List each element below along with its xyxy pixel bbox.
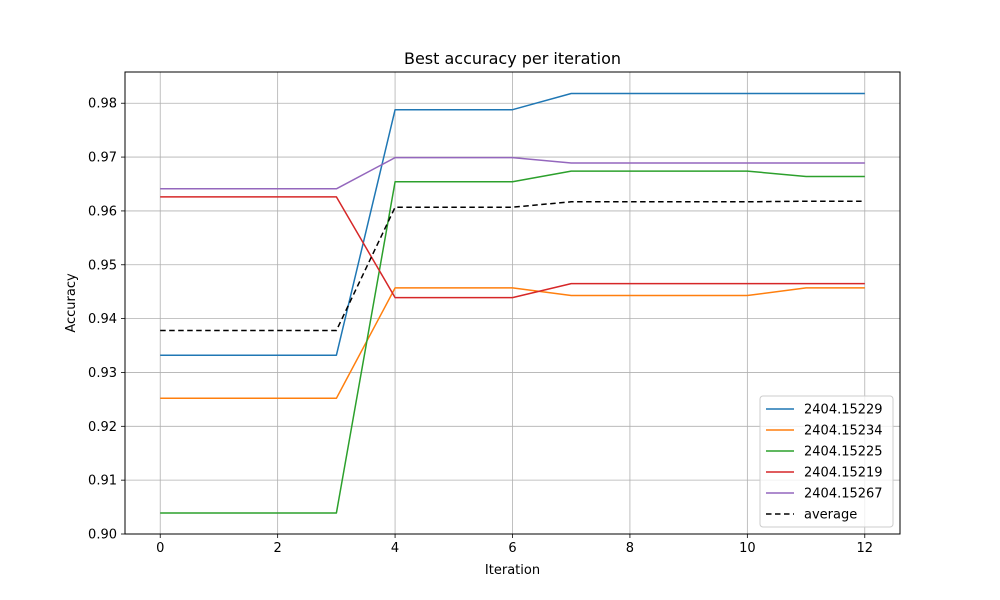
- y-tick-label: 0.97: [88, 151, 117, 166]
- x-tick-label: 2: [274, 541, 282, 556]
- series-line-2404-15229: [160, 92, 865, 356]
- y-tick-label: 0.98: [88, 97, 117, 112]
- y-tick-label: 0.95: [88, 258, 117, 273]
- x-tick-label: 10: [739, 541, 756, 556]
- y-tick-label: 0.94: [88, 312, 117, 327]
- series-line-2404-15225: [160, 170, 865, 514]
- y-tick-label: 0.96: [88, 204, 117, 219]
- y-axis-label: Accuracy: [64, 273, 79, 333]
- legend-label: 2404.15234: [804, 424, 883, 439]
- axis-ticks: 0 2 4 6 8 10 12 0.90 0.91 0.92 0.93 0.94 0.95 0.96 0.9…: [88, 97, 873, 556]
- x-axis-label: Iteration: [485, 563, 540, 578]
- series-line-2404-15219: [160, 196, 865, 299]
- legend-label: 2404.15225: [804, 445, 883, 460]
- series-lines: [160, 92, 865, 514]
- legend-frame: [759, 395, 894, 528]
- series-line-2404-15267: [160, 156, 865, 190]
- y-tick-label: 0.90: [88, 528, 117, 543]
- y-tick-label: 0.92: [88, 420, 117, 435]
- x-tick-label: 0: [156, 541, 164, 556]
- x-tick-label: 6: [508, 541, 516, 556]
- chart-title: Best accuracy per iteration: [404, 49, 621, 68]
- legend-label: 2404.15219: [804, 466, 883, 481]
- series-line-2404-15234: [160, 287, 865, 400]
- legend-label: 2404.15229: [804, 403, 883, 418]
- y-tick-label: 0.93: [88, 366, 117, 381]
- series-line-average: [160, 200, 865, 332]
- x-tick-label: 12: [856, 541, 873, 556]
- legend-label: average: [804, 508, 857, 523]
- x-tick-label: 8: [626, 541, 634, 556]
- legend: 2404.15229 2404.15234 2404.15225 2404.15219…: [759, 395, 894, 528]
- y-tick-label: 0.91: [88, 474, 117, 489]
- legend-label: 2404.15267: [804, 487, 883, 502]
- x-tick-label: 4: [391, 541, 399, 556]
